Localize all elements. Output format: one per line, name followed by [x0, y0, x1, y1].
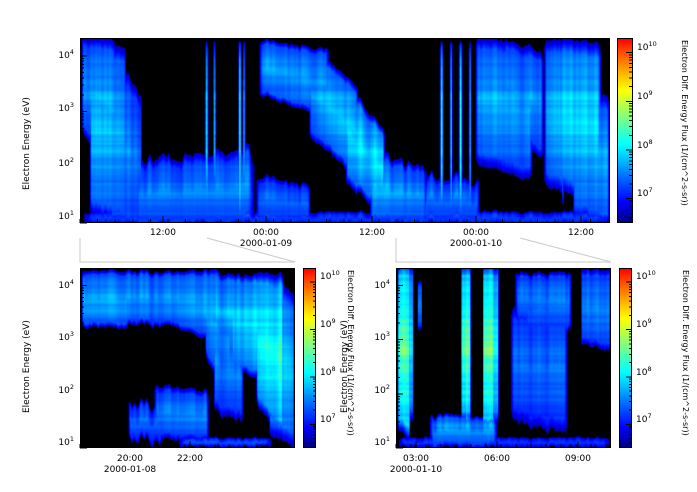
main-ytick-label: 104: [58, 48, 74, 61]
inset-left-xtick-date: 2000-01-08: [103, 465, 157, 475]
inset-left-ytick-label: 101: [58, 435, 74, 448]
main-colorbar-label: Electron Diff. Energy Flux (1/(cm^2-s-sr…: [680, 40, 689, 206]
inset-left-colorbar-tick: 108: [320, 365, 336, 378]
main-xtick-date: 2000-01-09: [239, 239, 293, 249]
inset-right-xtick-label: 06:00: [484, 454, 510, 464]
main-xtick-label: 00:00: [463, 228, 489, 238]
inset-right-xtick-label: 03:00: [403, 454, 429, 464]
main-colorbar[interactable]: [617, 38, 633, 223]
main-ytick-label: 101: [58, 209, 74, 222]
inset-left-colorbar-tick: 107: [320, 412, 336, 425]
inset-right-colorbar-tick: 107: [636, 412, 652, 425]
inset-left-colorbar-tick: 109: [320, 317, 336, 330]
inset-right-colorbar-tick: 108: [636, 365, 652, 378]
inset-left-colorbar[interactable]: [303, 268, 316, 448]
inset-right-colorbar-tick: 109: [636, 317, 652, 330]
inset-right-colorbar-gradient: [620, 269, 631, 447]
main-spectrogram[interactable]: [80, 38, 610, 223]
main-xtick-label: 12:00: [568, 228, 594, 238]
inset-right-colorbar[interactable]: [619, 268, 632, 448]
inset-right-ytick-label: 104: [374, 278, 390, 291]
inset-right-colorbar-label: Electron Diff. Energy Flux (1/(cm^2-s-sr…: [681, 270, 690, 436]
inset-left-ytick-label: 103: [58, 330, 74, 343]
inset-left-ytick-label: 104: [58, 278, 74, 291]
inset-left-ytick-label: 102: [58, 383, 74, 396]
inset-right-xtick-label: 09:00: [565, 454, 591, 464]
inset-right-colorbar-tick: 1010: [636, 269, 656, 282]
main-colorbar-tick: 1010: [637, 40, 657, 53]
main-ytick-label: 102: [58, 156, 74, 169]
inset-right-y-axis-label: Electron Energy (eV): [340, 320, 350, 413]
main-xtick-label: 00:00: [253, 228, 279, 238]
main-xtick-date: 2000-01-10: [449, 239, 503, 249]
inset-left-colorbar-gradient: [304, 269, 315, 447]
inset-left-colorbar-tick: 1010: [320, 269, 340, 282]
inset-panel-right[interactable]: [396, 268, 611, 448]
inset-left-xtick-label: 22:00: [177, 454, 203, 464]
inset-right-ytick-label: 101: [374, 435, 390, 448]
inset-panel-left[interactable]: [80, 268, 295, 448]
main-spectrogram-canvas: [81, 39, 609, 222]
main-colorbar-tick: 108: [637, 138, 653, 151]
main-colorbar-tick: 109: [637, 89, 653, 102]
inset-right-ytick-label: 102: [374, 383, 390, 396]
inset-left-y-axis-label: Electron Energy (eV): [22, 320, 32, 413]
inset-right-xtick-date: 2000-01-10: [389, 465, 443, 475]
inset-left-canvas: [81, 269, 294, 447]
main-xtick-label: 12:00: [359, 228, 385, 238]
main-colorbar-tick: 107: [637, 186, 653, 199]
inset-right-ytick-label: 103: [374, 330, 390, 343]
main-y-axis-label: Electron Energy (eV): [22, 97, 32, 190]
main-xtick-label: 12:00: [150, 228, 176, 238]
inset-right-canvas: [397, 269, 610, 447]
main-ytick-label: 103: [58, 101, 74, 114]
main-colorbar-gradient: [618, 39, 632, 222]
inset-left-xtick-label: 20:00: [117, 454, 143, 464]
